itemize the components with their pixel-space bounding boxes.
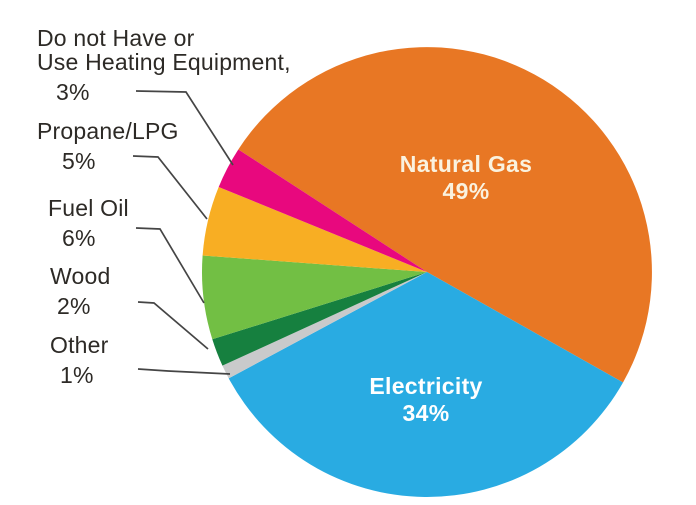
leader-line [132, 155, 208, 220]
callout-label: Do not Have or Use Heating Equipment, [37, 25, 291, 75]
slice-label-text: Natural Gas [399, 151, 533, 177]
callout-wood: Wood 2% [50, 264, 110, 318]
callout-percent: 1% [60, 362, 94, 388]
callout-propane-lpg: Propane/LPG 5% [37, 119, 179, 173]
callout-label: Other [50, 332, 109, 358]
callout-other: Other 1% [50, 333, 109, 387]
leader-line [135, 90, 234, 166]
pie-slice-wood [212, 272, 427, 366]
pie-slice-other [222, 272, 427, 379]
leader-line [137, 301, 209, 350]
pie-slice-electricity [228, 272, 624, 497]
callout-percent: 6% [62, 225, 96, 251]
callout-percent: 2% [57, 293, 91, 319]
pie-slice-fuel-oil [201, 255, 427, 340]
slice-label-electricity: Electricity 34% [369, 373, 482, 427]
callout-label: Fuel Oil [48, 195, 129, 221]
leader-line [137, 368, 231, 375]
pie-slice-natural-gas [238, 47, 652, 383]
callout-label: Propane/LPG [37, 118, 179, 144]
callout-label: Wood [50, 263, 111, 289]
slice-label-text: Electricity [369, 373, 483, 399]
pie-slice-do-not-have-or-use-heating-equipment [218, 149, 427, 272]
slice-percent-text: 49% [442, 178, 490, 204]
callout-percent: 3% [56, 79, 90, 105]
pie-slice-propane-lpg [202, 186, 427, 272]
slice-percent-text: 34% [402, 400, 450, 426]
callout-do-not-have-or-use-heating-equipment: Do not Have or Use Heating Equipment, 3% [37, 26, 291, 104]
callout-percent: 5% [62, 148, 96, 174]
callout-fuel-oil: Fuel Oil 6% [48, 196, 129, 250]
slice-label-natural-gas: Natural Gas 49% [400, 151, 532, 205]
leader-line [135, 227, 205, 304]
